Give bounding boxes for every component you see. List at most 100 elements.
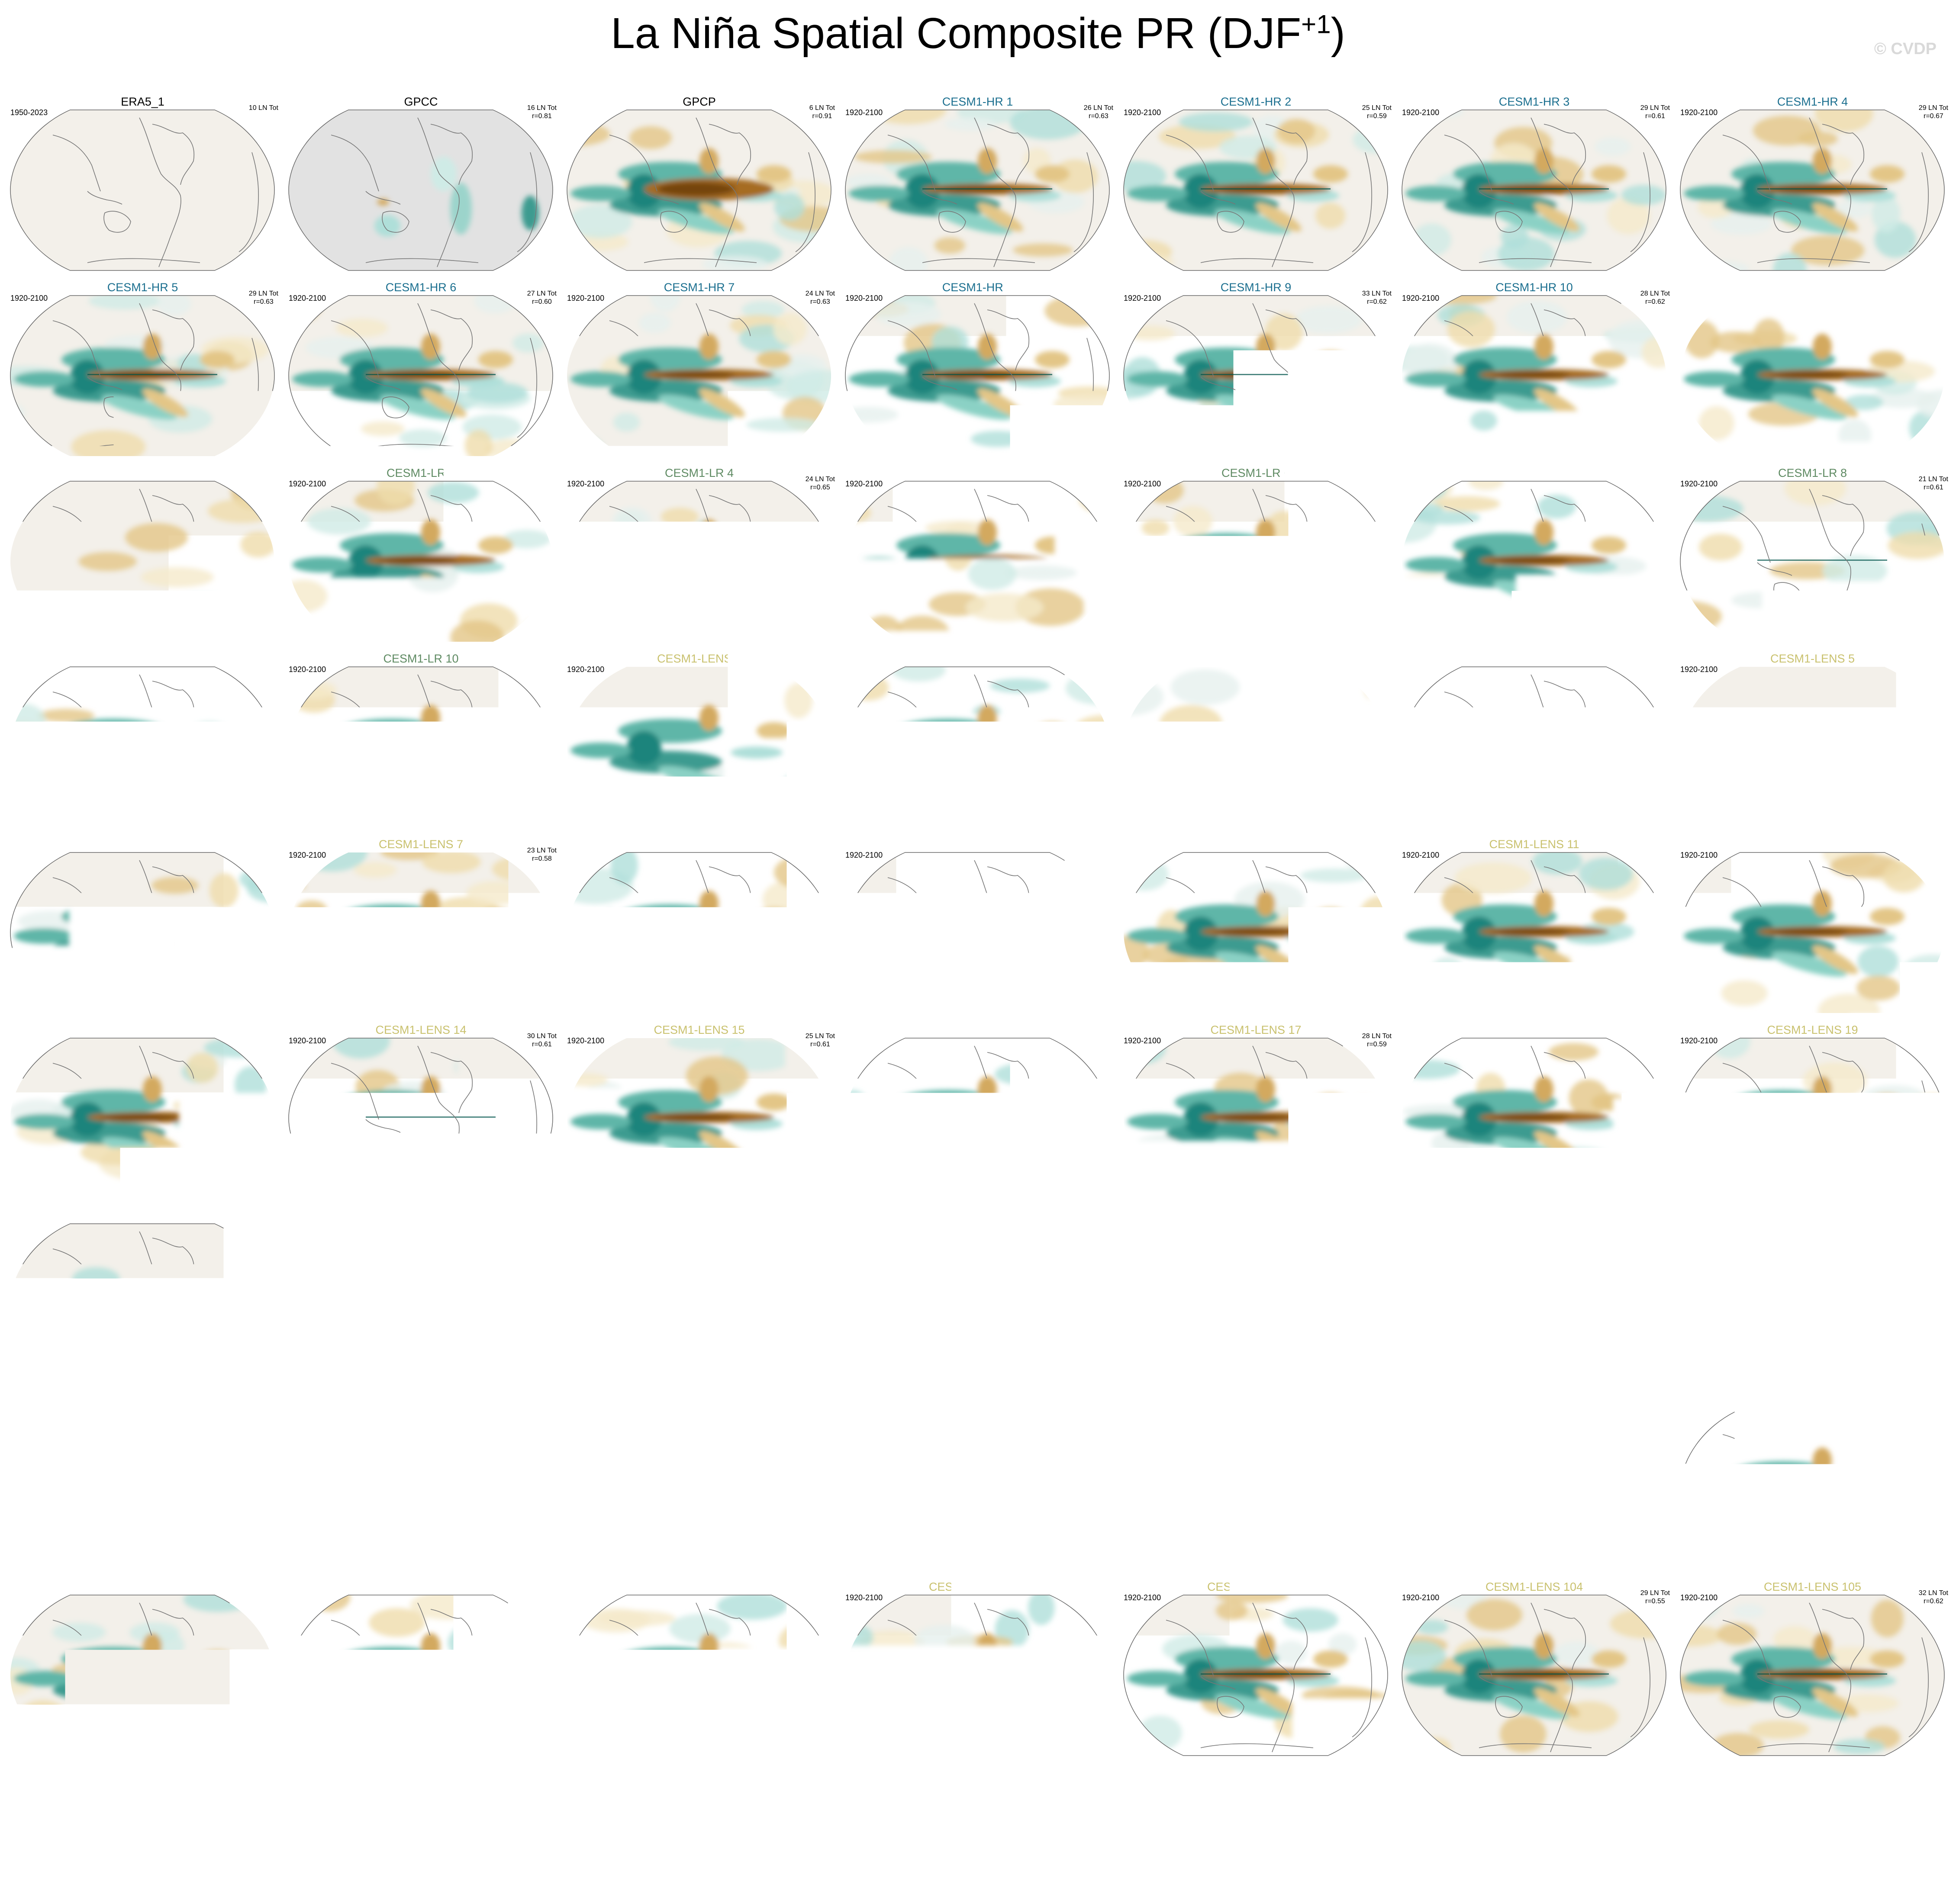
map-panel: CESM1-HR 4 1920-2100 29 LN Tot r=0.67 [1673,100,1952,286]
precip-anomaly-map [844,480,1110,643]
map-panel: CESM1-LENS 6 1920-2100 26 LN Tot r=0.62 [3,843,282,1029]
map-panel: CESM1-LENS 22 1920-2100 27 LN Tot r=0.58 [560,1214,838,1400]
colorbar-box [1542,1788,1605,1815]
panel-title: GPCC [282,95,560,109]
panel-title: CESM1-LR 1 [1673,281,1952,294]
colorbar-box [665,1788,728,1815]
colorbar [351,1787,1606,1816]
panel-title: ERA5_1 [3,95,282,109]
colorbar-box [790,1788,853,1815]
precip-anomaly-map [1679,1409,1945,1571]
precip-anomaly-map [566,109,832,271]
colorbar-tick-label: -4 [462,1822,490,1857]
precip-anomaly-map [1123,1409,1389,1571]
map-panel: CESM1-HR 8 1920-2100 27 LN Tot r=0.60 [838,286,1117,472]
precip-anomaly-map [10,109,275,271]
map-panel: CESM1-LR 10 1920-2100 22 LN Tot r=0.59 [282,657,560,843]
panel-title: CESM1-LENS 35 [282,1580,560,1594]
map-panel: CESM1-LR 4 1920-2100 24 LN Tot r=0.65 [560,472,838,657]
precip-anomaly-map [566,480,832,643]
panel-title: CESM1-HR 2 [1117,95,1395,109]
precip-anomaly-map [288,480,554,643]
panel-title: CESM1-HR 3 [1395,95,1673,109]
map-panel: CESM1-LENS 8 1920-2100 27 LN Tot r=0.59 [560,843,838,1029]
colorbar-box [1104,1788,1167,1815]
map-panel: CESM1-LENS 1 1920-2100 31 LN Tot r=0.62 [560,657,838,843]
map-panel: CESM1-LENS 33 1920-2100 26 LN Tot r=0.60 [1673,1400,1952,1586]
precip-anomaly-map [288,1037,554,1200]
panel-title: CESM1-LENS 6 [3,838,282,851]
panel-title: CESM1-LENS 18 [1395,1023,1673,1037]
map-panel: ERA5_1 1950-2023 10 LN Tot [3,100,282,286]
map-panel: CESM1-LENS 101 1920-2100 23 LN Tot r=0.58 [560,1586,838,1771]
map-panel: CESM1-LENS 7 1920-2100 23 LN Tot r=0.58 [282,843,560,1029]
colorbar-box [1292,1788,1354,1815]
panel-title: CESM1-LENS 3 [1117,652,1395,666]
precip-anomaly-map [844,1223,1110,1385]
precip-anomaly-map [1123,1037,1389,1200]
precip-anomaly-map [1679,109,1945,271]
precip-anomaly-map [288,1594,554,1756]
colorbar-box [1479,1788,1542,1815]
precip-anomaly-map [1679,1223,1945,1385]
precip-anomaly-map [1679,852,1945,1014]
map-panel: CESM1-HR 6 1920-2100 27 LN Tot r=0.60 [282,286,560,472]
precip-anomaly-map [1401,1037,1667,1200]
panel-title: CESM1-HR 10 [1395,281,1673,294]
map-panel: CESM1-LENS 3 1920-2100 33 LN Tot r=0.60 [1117,657,1395,843]
panel-title: CESM1-LENS 101 [560,1580,838,1594]
colorbar-box [539,1788,602,1815]
panel-title: CESM1-LENS 31 [1117,1395,1395,1408]
colorbar-box [1041,1788,1104,1815]
panel-title: CESM1-LR 10 [282,652,560,666]
precip-anomaly-map [10,1223,275,1385]
precip-anomaly-map [566,666,832,828]
cvdp-watermark: © CVDP [1874,40,1937,58]
precip-anomaly-map [1401,1594,1667,1756]
panel-title: CESM1-LR 4 [560,466,838,480]
precip-anomaly-map [844,109,1110,271]
panel-title: CESM1-LENS 2 [838,652,1117,666]
colorbar-box [351,1788,414,1815]
map-panel: CESM1-LENS 10 1920-2100 27 LN Tot r=0.61 [1117,843,1395,1029]
colorbar-tick-label: -.25 [826,1822,880,1857]
map-panel: CESM1-LR 6 1920-2100 28 LN Tot r=0.62 [1117,472,1395,657]
panel-title: CESM1-HR 6 [282,281,560,294]
precip-anomaly-map [1679,480,1945,643]
map-panel: CESM1-LENS 13 1920-2100 28 LN Tot r=0.59 [3,1029,282,1214]
precip-anomaly-map [10,852,275,1014]
colorbar-tick-label: 3 [1409,1822,1426,1857]
panel-title: CESM1-HR 8 [838,281,1117,294]
panel-title: CESM1-LR 9 [3,652,282,666]
map-panel: CESM1-LENS 28 1920-2100 29 LN Tot r=0.63 [282,1400,560,1586]
map-panel: CESM1-LENS 32 1920-2100 23 LN Tot r=0.59 [1395,1400,1673,1586]
panel-title: CESM1-LENS 102 [838,1580,1117,1594]
panel-title: CESM1-LR 5 [838,466,1117,480]
colorbar-tick-label: 5 [1534,1822,1552,1857]
map-panel: CESM1-LENS 14 1920-2100 30 LN Tot r=0.61 [282,1029,560,1214]
precip-anomaly-map [844,295,1110,457]
precip-anomaly-map [566,852,832,1014]
panel-title: CESM1-LENS 11 [1395,838,1673,851]
map-panel: CESM1-LENS 35 1920-2100 26 LN Tot r=0.57 [282,1586,560,1771]
colorbar-ticks: -5 -4 -3 -2 -1 -.75 -.5 -.25 -.1 0.1.25.5.75 1 2 3 4 5 [351,1822,1606,1856]
map-panel: CESM1-LENS 11 1920-2100 30 LN Tot r=0.57 [1395,843,1673,1029]
colorbar-tick-label: 0 [970,1822,987,1857]
panel-title: CESM1-LENS 28 [282,1395,560,1408]
map-panel: CESM1-LENS 105 1920-2100 32 LN Tot r=0.62 [1673,1586,1952,1771]
map-panel: CESM1-LENS 9 1920-2100 25 LN Tot r=0.59 [838,843,1117,1029]
panel-title: CESM1-LENS 33 [1673,1395,1952,1408]
panel-title: CESM1-LENS 104 [1395,1580,1673,1594]
map-panel: CESM1-LENS 23 1920-2100 28 LN Tot r=0.60 [838,1214,1117,1400]
precip-anomaly-map [1401,109,1667,271]
precip-anomaly-map [566,1409,832,1571]
panel-title: CESM1-LENS 13 [3,1023,282,1037]
map-panel: CESM1-LENS 4 1920-2100 29 LN Tot r=0.56 [1395,657,1673,843]
map-panel: GPCC 16 LN Tot r=0.81 [282,100,560,286]
panel-title: CESM1-LENS 15 [560,1023,838,1037]
panel-title: CESM1-LR 2 [3,466,282,480]
map-panel: CESM1-LR 3 1920-2100 27 LN Tot r=0.60 [282,472,560,657]
panel-title: CESM1-LENS 25 [1395,1209,1673,1222]
colorbar-tick-label: -.75 [700,1822,754,1857]
panel-title: CESM1-HR 5 [3,281,282,294]
